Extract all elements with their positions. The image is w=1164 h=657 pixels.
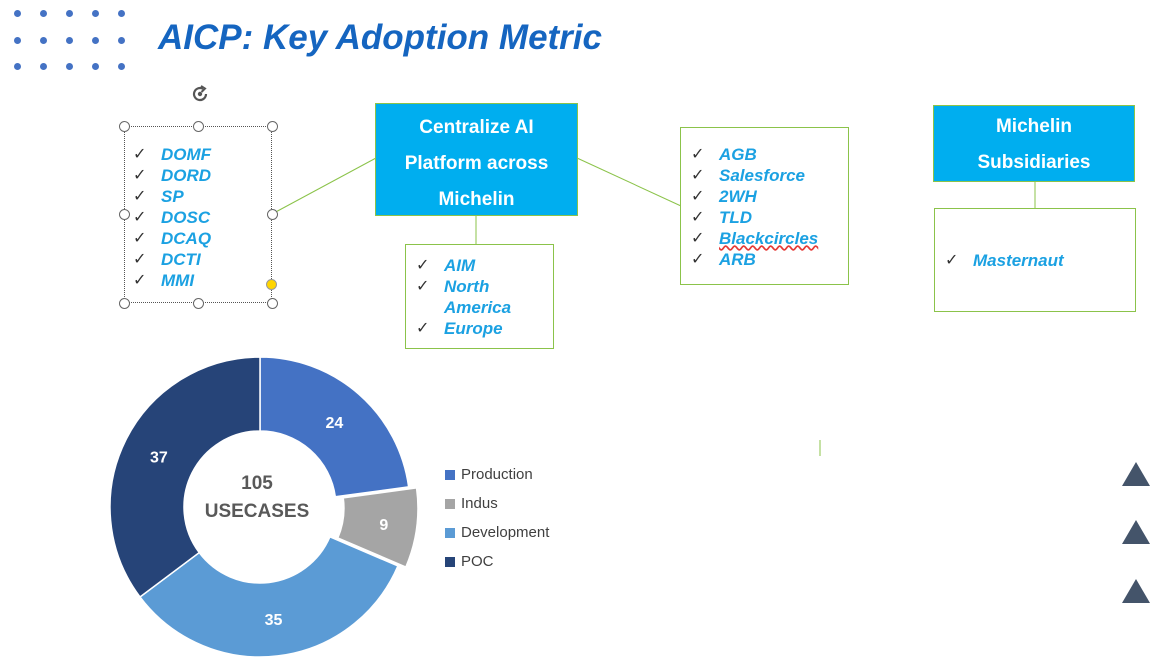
- list-item: ✓ Europe: [416, 319, 503, 338]
- donut-slice-poc: [109, 356, 261, 599]
- check-icon: ✓: [133, 230, 147, 247]
- central-box-line: Centralize AI: [419, 117, 534, 138]
- resize-handle[interactable]: [119, 209, 130, 220]
- check-icon: ✓: [416, 257, 430, 274]
- resize-handle[interactable]: [119, 121, 130, 132]
- check-icon: ✓: [691, 167, 705, 184]
- resize-handle[interactable]: [267, 121, 278, 132]
- check-icon: ✓: [691, 146, 705, 163]
- decorative-dots: [14, 10, 139, 74]
- list-item: ✓ DOSC: [133, 208, 211, 227]
- subsidiaries-box: Michelin Subsidiaries: [933, 105, 1135, 182]
- data-label: 37: [150, 449, 168, 466]
- regions-box: ✓ AIM ✓ North America ✓ Europe: [405, 244, 554, 349]
- check-icon: ✓: [691, 251, 705, 268]
- resize-handle[interactable]: [267, 209, 278, 220]
- list-item: ✓ TLD: [691, 208, 753, 227]
- data-label: 35: [265, 612, 283, 629]
- data-label: 24: [325, 415, 343, 432]
- check-icon: ✓: [416, 278, 430, 295]
- list-item: ✓ Salesforce: [691, 166, 805, 185]
- check-icon: ✓: [133, 272, 147, 289]
- resize-handle[interactable]: [119, 298, 130, 309]
- check-icon: ✓: [133, 251, 147, 268]
- central-box-line: Michelin: [438, 189, 515, 210]
- data-label: 9: [379, 517, 388, 534]
- left-list: ✓ DOMF ✓ DORD ✓ SP ✓ DOSC ✓ DCAQ ✓ DCTI ✓ MMI: [133, 144, 211, 291]
- list-item: ✓ MMI: [133, 271, 195, 290]
- list-item: ✓ DCTI: [133, 250, 201, 269]
- check-icon: ✓: [133, 188, 147, 205]
- triangle-icon: [1122, 579, 1150, 603]
- check-icon: ✓: [691, 188, 705, 205]
- list-item: ✓ SP: [133, 187, 184, 206]
- resize-handle[interactable]: [267, 298, 278, 309]
- central-platform-box: Centralize AI Platform across Michelin: [375, 103, 578, 216]
- check-icon: ✓: [133, 209, 147, 226]
- list-item: ✓ AIM: [416, 256, 476, 275]
- rotate-handle-icon[interactable]: [188, 82, 212, 106]
- list-item: ✓ DORD: [133, 166, 212, 185]
- list-item: ✓ Blackcircles: [691, 229, 819, 248]
- subsidiaries-line: Michelin: [995, 116, 1072, 137]
- list-item: ✓ DCAQ: [133, 229, 212, 248]
- donut-center-label: USECASES: [204, 501, 310, 522]
- list-item: ✓ DOMF: [133, 145, 212, 164]
- legend-swatch: [445, 470, 455, 480]
- check-icon: ✓: [133, 167, 147, 184]
- subsidiaries-line: Subsidiaries: [977, 152, 1091, 173]
- list-item: ✓ AGB: [691, 145, 757, 164]
- legend-swatch: [445, 557, 455, 567]
- page-title: AICP: Key Adoption Metric: [158, 18, 602, 57]
- donut-slice-indus: [336, 487, 419, 569]
- triangle-icon: [1122, 520, 1150, 544]
- legend-swatch: [445, 499, 455, 509]
- donut-slice-production: [259, 356, 410, 498]
- list-item: ✓ North America: [416, 277, 512, 317]
- check-icon: ✓: [133, 146, 147, 163]
- check-icon: ✓: [691, 209, 705, 226]
- list-item: ✓ Masternaut: [945, 251, 1064, 270]
- check-icon: ✓: [416, 320, 430, 337]
- resize-handle[interactable]: [193, 121, 204, 132]
- check-icon: ✓: [945, 252, 959, 269]
- central-box-line: Platform across: [404, 153, 549, 174]
- list-item: ✓ ARB: [691, 250, 756, 269]
- resize-handle[interactable]: [193, 298, 204, 309]
- donut-slice-development: [138, 535, 399, 657]
- donut-center-number: 105: [241, 473, 273, 494]
- platforms-box: ✓ AGB ✓ Salesforce ✓ 2WH ✓ TLD ✓ Blackcircles…: [680, 127, 849, 285]
- list-item: ✓ 2WH: [691, 187, 757, 206]
- triangle-icon: [1122, 462, 1150, 486]
- subsidiary-list-box: ✓ Masternaut: [934, 208, 1136, 312]
- adjust-handle[interactable]: [266, 279, 277, 290]
- legend-swatch: [445, 528, 455, 538]
- check-icon: ✓: [691, 230, 705, 247]
